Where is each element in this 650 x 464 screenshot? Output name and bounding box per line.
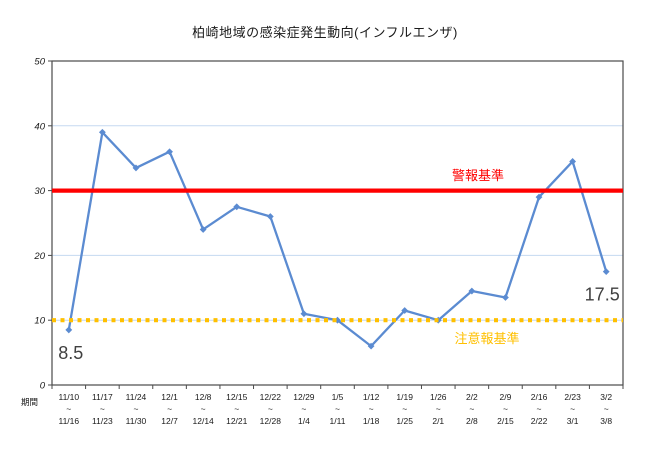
x-label-end: 2/8 bbox=[466, 416, 478, 426]
data-point-marker bbox=[602, 268, 610, 275]
data-point-marker bbox=[233, 203, 241, 211]
data-point-marker bbox=[266, 213, 274, 220]
series-line bbox=[67, 131, 608, 348]
x-label-end: 11/30 bbox=[126, 416, 147, 426]
data-point-annotation: 17.5 bbox=[585, 285, 620, 305]
x-label-end: 1/4 bbox=[298, 416, 310, 426]
data-point-annotation: 8.5 bbox=[58, 343, 83, 363]
x-label-separator: ~ bbox=[469, 404, 474, 414]
x-label-start: 1/5 bbox=[332, 392, 344, 402]
data-point-marker bbox=[199, 226, 207, 233]
x-label-separator: ~ bbox=[201, 404, 206, 414]
x-label-separator: ~ bbox=[402, 404, 407, 414]
x-label-start: 11/24 bbox=[126, 392, 147, 402]
x-label-end: 12/28 bbox=[260, 416, 282, 426]
x-label-start: 11/17 bbox=[92, 392, 113, 402]
x-label-separator: ~ bbox=[537, 404, 542, 414]
x-label-end: 1/18 bbox=[363, 416, 380, 426]
x-label-start: 2/16 bbox=[531, 392, 548, 402]
x-label-start: 1/26 bbox=[430, 392, 447, 402]
x-label-end: 2/22 bbox=[531, 416, 548, 426]
x-label-end: 1/25 bbox=[396, 416, 413, 426]
data-point-marker bbox=[98, 128, 106, 136]
y-tick-label: 40 bbox=[34, 121, 45, 132]
x-label-end: 3/1 bbox=[567, 416, 579, 426]
x-label-end: 11/23 bbox=[92, 416, 113, 426]
x-label-end: 12/7 bbox=[161, 416, 178, 426]
x-label-separator: ~ bbox=[234, 404, 239, 414]
chart-title: 柏崎地域の感染症発生動向(インフルエンザ) bbox=[192, 25, 458, 40]
data-point-marker bbox=[65, 326, 73, 334]
data-point-marker bbox=[401, 307, 409, 314]
x-label-separator: ~ bbox=[133, 404, 138, 414]
x-label-end: 1/11 bbox=[330, 416, 346, 426]
data-point-marker bbox=[502, 294, 509, 301]
y-tick-label: 20 bbox=[33, 251, 45, 262]
data-point-marker bbox=[468, 287, 476, 295]
x-label-separator: ~ bbox=[369, 404, 374, 414]
x-label-separator: ~ bbox=[436, 404, 441, 414]
x-label-start: 12/22 bbox=[260, 392, 282, 402]
data-point-marker bbox=[300, 310, 308, 318]
data-point-marker bbox=[535, 193, 543, 201]
x-label-start: 12/1 bbox=[161, 392, 178, 402]
x-label-start: 3/2 bbox=[600, 392, 612, 402]
x-label-separator: ~ bbox=[167, 404, 172, 414]
x-label-start: 1/12 bbox=[363, 392, 380, 402]
y-tick-label: 10 bbox=[34, 316, 45, 327]
x-label-end: 2/1 bbox=[432, 416, 444, 426]
y-tick-label: 50 bbox=[34, 57, 45, 68]
x-label-separator: ~ bbox=[301, 404, 306, 414]
data-point-marker bbox=[569, 158, 577, 165]
x-label-start: 12/8 bbox=[195, 392, 212, 402]
x-label-end: 2/15 bbox=[497, 416, 514, 426]
x-label-end: 3/8 bbox=[600, 416, 612, 426]
x-label-separator: ~ bbox=[66, 404, 71, 414]
x-label-end: 12/14 bbox=[193, 416, 215, 426]
x-label-separator: ~ bbox=[335, 404, 340, 414]
x-label-start: 11/10 bbox=[58, 392, 79, 402]
data-point-marker bbox=[132, 164, 140, 172]
x-label-start: 12/15 bbox=[226, 392, 248, 402]
data-point-marker bbox=[367, 342, 375, 350]
x-label-separator: ~ bbox=[268, 404, 273, 414]
reference-line-label-caution: 注意報基準 bbox=[454, 331, 519, 346]
x-label-separator: ~ bbox=[604, 404, 609, 414]
data-point-marker bbox=[166, 148, 173, 156]
plot-frame bbox=[51, 60, 624, 386]
x-label-end: 11/16 bbox=[58, 416, 79, 426]
x-axis-title: 期間 bbox=[21, 397, 38, 407]
x-label-separator: ~ bbox=[503, 404, 508, 414]
x-label-start: 2/23 bbox=[564, 392, 581, 402]
y-tick-label: 30 bbox=[34, 186, 45, 197]
reference-line-label-warning: 警報基準 bbox=[452, 168, 504, 183]
x-label-start: 2/2 bbox=[466, 392, 478, 402]
x-label-separator: ~ bbox=[100, 404, 105, 414]
x-label-separator: ~ bbox=[570, 404, 575, 414]
x-label-start: 2/9 bbox=[500, 392, 512, 402]
y-tick-label: 0 bbox=[40, 381, 46, 392]
x-label-start: 1/19 bbox=[396, 392, 413, 402]
x-label-start: 12/29 bbox=[293, 392, 315, 402]
x-label-end: 12/21 bbox=[226, 416, 248, 426]
